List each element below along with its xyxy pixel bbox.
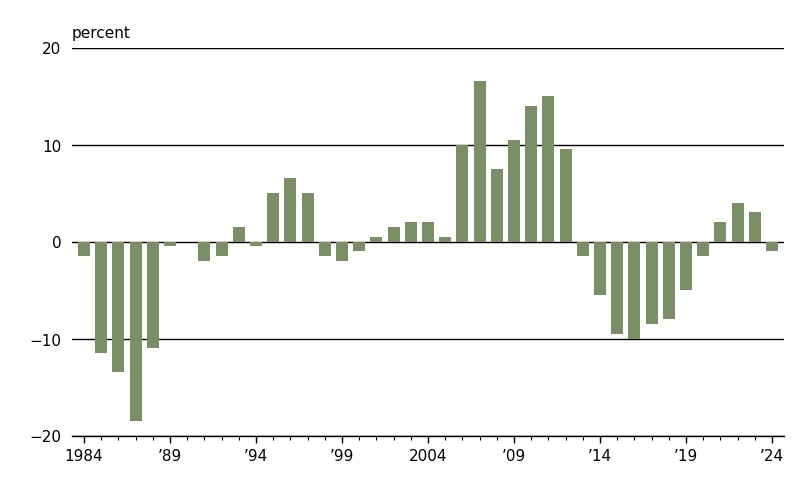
Bar <box>284 179 297 242</box>
Bar <box>198 242 210 261</box>
Bar <box>474 82 486 242</box>
Bar <box>318 242 331 257</box>
Bar <box>508 140 520 242</box>
Bar <box>130 242 142 421</box>
Bar <box>525 106 538 242</box>
Bar <box>78 242 90 257</box>
Bar <box>697 242 709 257</box>
Bar <box>353 242 366 252</box>
Bar <box>766 242 778 252</box>
Bar <box>594 242 606 295</box>
Bar <box>113 242 125 373</box>
Text: percent: percent <box>72 26 131 41</box>
Bar <box>216 242 228 257</box>
Bar <box>714 223 726 242</box>
Bar <box>628 242 640 339</box>
Bar <box>95 242 107 353</box>
Bar <box>164 242 176 247</box>
Bar <box>577 242 589 257</box>
Bar <box>456 145 469 242</box>
Bar <box>611 242 623 334</box>
Bar <box>646 242 658 324</box>
Bar <box>250 242 262 247</box>
Bar <box>662 242 674 319</box>
Bar <box>302 194 314 242</box>
Bar <box>542 97 554 242</box>
Bar <box>439 237 451 242</box>
Bar <box>370 237 382 242</box>
Bar <box>749 213 761 242</box>
Bar <box>422 223 434 242</box>
Bar <box>267 194 279 242</box>
Bar <box>680 242 692 290</box>
Bar <box>387 227 400 242</box>
Bar <box>490 169 503 242</box>
Bar <box>559 150 572 242</box>
Bar <box>233 227 245 242</box>
Bar <box>336 242 348 261</box>
Bar <box>731 203 743 242</box>
Bar <box>405 223 417 242</box>
Bar <box>147 242 159 348</box>
